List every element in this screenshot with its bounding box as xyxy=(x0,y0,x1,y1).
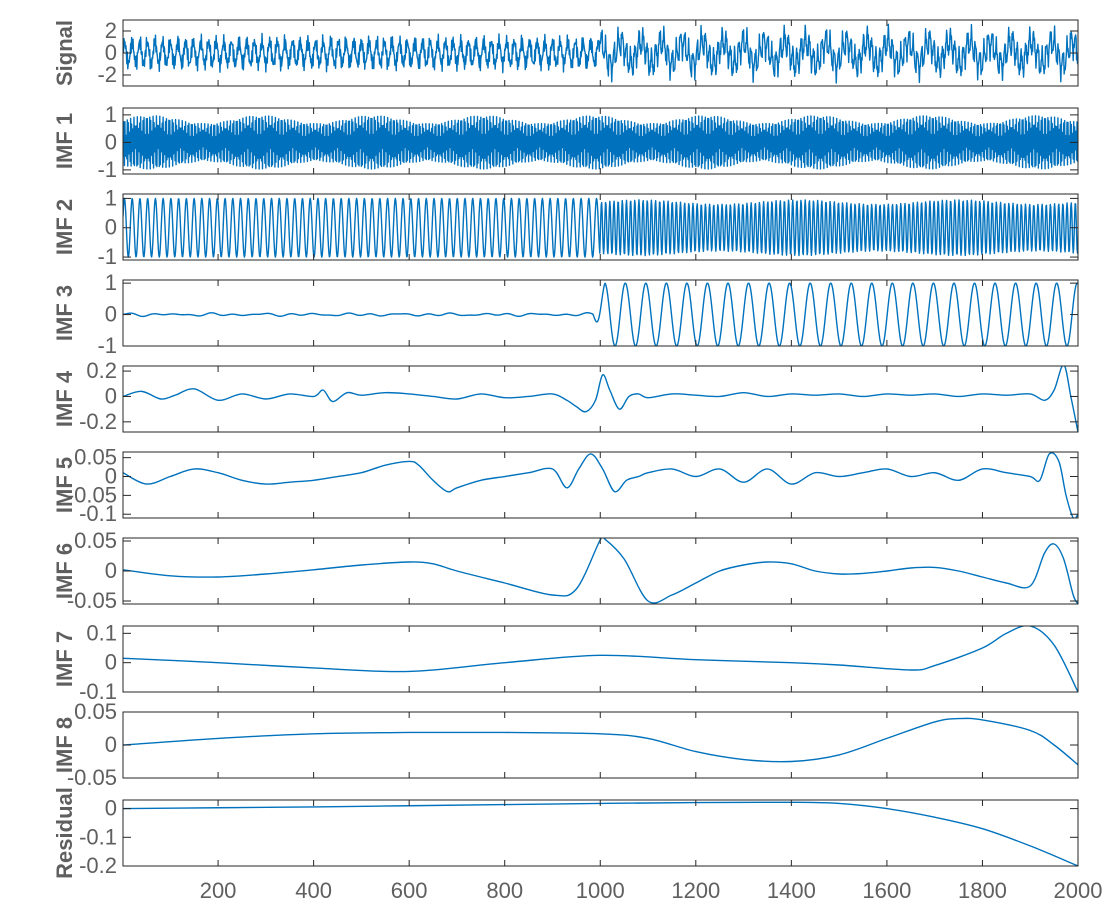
signal-ytick-label: 0 xyxy=(105,40,117,65)
imf2-series-line xyxy=(123,197,1078,258)
imf6-ylabel: IMF 6 xyxy=(52,543,77,599)
imf5-ytick-label: -0.1 xyxy=(79,501,117,526)
xtick-label: 1000 xyxy=(576,878,625,903)
imf4-ylabel: IMF 4 xyxy=(52,370,77,427)
imf2-ytick-label: -1 xyxy=(97,244,117,269)
imf3-ylabel: IMF 3 xyxy=(52,285,77,341)
residual-ytick-label: -0.2 xyxy=(79,853,117,878)
imf8-series-line xyxy=(123,717,1078,766)
imf5-ytick-label: 0 xyxy=(105,464,117,489)
xtick-label: 400 xyxy=(295,878,332,903)
xtick-label: 1200 xyxy=(671,878,720,903)
residual-ylabel: Residual xyxy=(52,787,77,879)
panel-signal: 20-2 Signal xyxy=(52,18,1079,87)
imf3-ytick-label: 1 xyxy=(105,270,117,295)
imf7-ytick-label: 0 xyxy=(105,650,117,675)
xtick-label: 1400 xyxy=(767,878,816,903)
imf7-axes-frame xyxy=(122,625,1079,693)
panel-imf3: 1 0 -1 IMF 3 xyxy=(52,270,1079,358)
imf7-series-line xyxy=(123,626,1078,692)
imf6-ytick-label: 0 xyxy=(105,558,117,583)
signal-ytick-label: 2 xyxy=(105,18,117,43)
residual-ytick-label: 0 xyxy=(105,796,117,821)
xtick-label: 600 xyxy=(391,878,428,903)
imf1-ytick-label: 0 xyxy=(105,129,117,154)
imf5-axes-frame xyxy=(122,451,1079,519)
imf1-ylabel: IMF 1 xyxy=(52,113,77,169)
imf3-series-line xyxy=(123,282,1078,346)
imf8-ylabel: IMF 8 xyxy=(52,717,77,773)
imf1-series-line xyxy=(123,115,1078,170)
imf6-series-line xyxy=(123,538,1078,604)
imf4-ytick-label: 0 xyxy=(105,383,117,408)
imf6-ytick-label: 0.05 xyxy=(74,528,117,553)
imf8-ytick-label: -0.05 xyxy=(67,765,117,790)
xtick-label: 2000 xyxy=(1054,878,1103,903)
signal-ytick-label: -2 xyxy=(97,62,117,87)
imf7-ylabel: IMF 7 xyxy=(52,631,77,687)
xtick-label: 800 xyxy=(486,878,523,903)
imf5-ytick-label: -0.05 xyxy=(67,482,117,507)
residual-axes-frame xyxy=(122,799,1079,867)
imf2-ylabel: IMF 2 xyxy=(52,199,77,255)
residual-series-line xyxy=(123,801,1078,866)
panel-imf2: 1 0 -1 IMF 2 xyxy=(52,185,1079,269)
imf5-ytick-label: 0.05 xyxy=(74,445,117,470)
imf6-ytick-label: -0.05 xyxy=(67,588,117,613)
x-axis: 200 400 600 800 1000 1200 1400 1600 1800 2000 xyxy=(200,878,1103,903)
signal-series-line xyxy=(123,23,1078,84)
imf7-ytick-label: -0.1 xyxy=(79,679,117,704)
imf4-series-line xyxy=(123,366,1078,432)
imf1-ytick-label: 1 xyxy=(105,102,117,127)
imf1-ytick-label: -1 xyxy=(97,157,117,182)
imf3-ytick-label: 0 xyxy=(105,302,117,327)
imf8-ytick-label: 0.05 xyxy=(74,699,117,724)
imf3-ytick-label: -1 xyxy=(97,333,117,358)
imf8-ytick-label: 0 xyxy=(105,732,117,757)
signal-ylabel: Signal xyxy=(52,20,77,86)
xtick-label: 1600 xyxy=(862,878,911,903)
xtick-label: 1800 xyxy=(958,878,1007,903)
imf5-ylabel: IMF 5 xyxy=(52,457,77,513)
residual-ytick-label: -0.1 xyxy=(79,824,117,849)
imf4-ytick-label: -0.2 xyxy=(79,409,117,434)
xtick-label: 200 xyxy=(200,878,237,903)
imf2-ytick-label: 1 xyxy=(105,185,117,210)
imf6-axes-frame xyxy=(122,537,1079,605)
imf4-ytick-label: 0.2 xyxy=(86,358,117,383)
panel-imf1: 10 -1 IMF 1 xyxy=(52,102,1079,182)
imf5-series-line xyxy=(123,452,1078,518)
imf7-ytick-label: 0.1 xyxy=(86,620,117,645)
imf2-ytick-label: 0 xyxy=(105,215,117,240)
